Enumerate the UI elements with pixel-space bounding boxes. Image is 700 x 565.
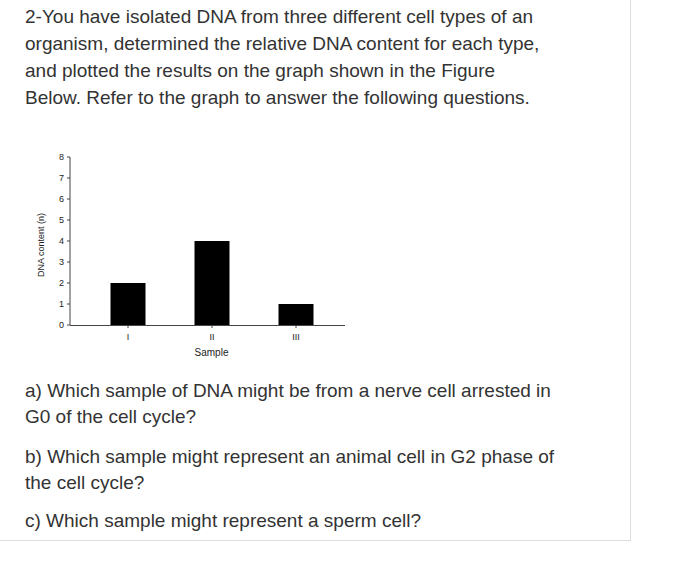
bar: [111, 283, 146, 325]
intro-line: Below. Refer to the graph to answer the …: [25, 87, 530, 109]
y-tick: [67, 262, 70, 263]
y-tick-label: 5: [59, 215, 64, 225]
y-tick: [67, 304, 70, 305]
y-tick-label: 4: [59, 236, 64, 246]
y-tick-label: 3: [59, 257, 64, 267]
y-tick: [67, 283, 70, 284]
x-tick: [212, 325, 213, 328]
question-line: the cell cycle?: [25, 472, 144, 494]
y-tick-label: 6: [59, 194, 64, 204]
y-tick-label: 0: [59, 320, 64, 330]
x-tick: [296, 325, 297, 328]
x-axis: [70, 325, 345, 326]
x-tick: [128, 325, 129, 328]
x-tick-label: III: [292, 332, 300, 342]
bars: [111, 241, 314, 325]
question-line: c) Which sample might represent a sperm …: [25, 510, 421, 532]
y-tick: [67, 157, 70, 158]
question-line: b) Which sample might represent an anima…: [25, 446, 554, 468]
card-border: [630, 0, 631, 540]
y-tick: [67, 325, 70, 326]
x-axis-label: Sample: [195, 347, 229, 358]
intro-line: and plotted the results on the graph sho…: [25, 60, 495, 82]
x-tick-label: II: [209, 332, 214, 342]
card-border: [0, 540, 631, 541]
bar: [195, 241, 230, 325]
y-tick-label: 7: [59, 173, 64, 183]
chart: 012345678IIIIIISampleDNA content (n): [0, 0, 700, 565]
x-tick-label: I: [127, 332, 130, 342]
y-tick: [67, 199, 70, 200]
question-line: a) Which sample of DNA might be from a n…: [25, 380, 551, 402]
y-tick-label: 1: [59, 299, 64, 309]
bar: [279, 304, 314, 325]
y-tick: [67, 241, 70, 242]
intro-line: organism, determined the relative DNA co…: [25, 33, 539, 55]
y-tick: [67, 178, 70, 179]
y-tick-label: 2: [59, 278, 64, 288]
y-tick: [67, 220, 70, 221]
y-axis-label: DNA content (n): [36, 213, 46, 277]
y-tick-label: 8: [59, 152, 64, 162]
question-line: G0 of the cell cycle?: [25, 406, 196, 428]
intro-line: 2-You have isolated DNA from three diffe…: [25, 6, 533, 28]
